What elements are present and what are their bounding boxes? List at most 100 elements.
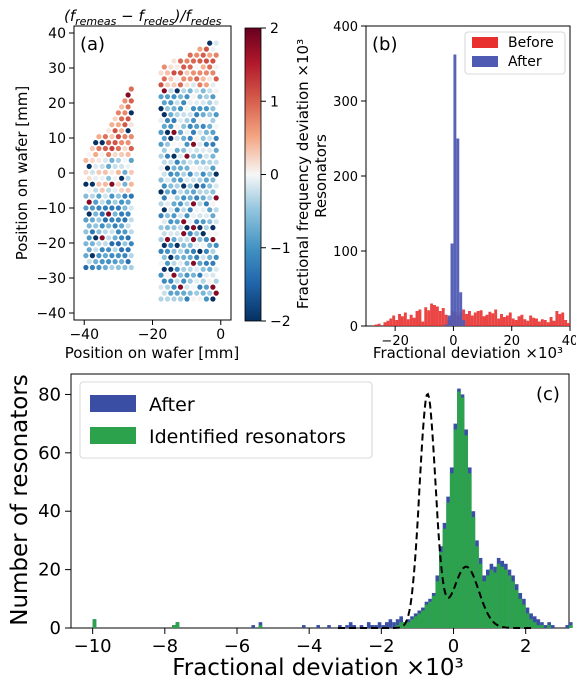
- after-bar: [384, 622, 389, 628]
- resonator-point: [158, 129, 164, 135]
- resonator-point: [164, 236, 171, 243]
- resonator-point: [115, 253, 121, 259]
- resonator-point: [194, 100, 200, 106]
- resonator-point: [119, 259, 125, 265]
- resonator-point: [93, 223, 99, 229]
- resonator-point: [187, 231, 193, 237]
- colorbar-tick-label: 2: [270, 21, 279, 37]
- resonator-point: [109, 157, 115, 163]
- identified-bar: [410, 619, 414, 628]
- resonator-point: [181, 147, 187, 153]
- before-bar: [409, 314, 413, 326]
- resonator-point: [158, 272, 164, 278]
- resonator-point: [197, 106, 203, 112]
- resonator-point: [106, 128, 112, 134]
- resonator-point: [210, 106, 216, 112]
- resonator-point: [164, 272, 171, 278]
- resonator-point: [109, 145, 115, 152]
- resonator-point: [190, 296, 197, 302]
- resonator-point: [171, 272, 177, 278]
- resonator-point: [184, 225, 190, 231]
- resonator-point: [125, 116, 131, 122]
- resonator-point: [210, 129, 216, 135]
- identified-bar: [413, 616, 418, 628]
- legend-before-swatch: [472, 37, 498, 48]
- resonator-point: [119, 104, 125, 110]
- resonator-point: [161, 171, 167, 177]
- resonator-point: [203, 213, 209, 219]
- resonator-point: [207, 64, 213, 70]
- resonator-point: [102, 217, 108, 223]
- resonator-point: [168, 278, 174, 284]
- resonator-point: [168, 100, 174, 106]
- resonator-point: [181, 135, 187, 141]
- resonator-point: [93, 247, 99, 253]
- resonator-point: [200, 171, 206, 177]
- identified-bar: [406, 622, 411, 628]
- resonator-point: [119, 247, 125, 253]
- before-bar: [511, 318, 515, 326]
- resonator-point: [184, 129, 190, 135]
- resonator-point: [177, 70, 184, 76]
- resonator-point: [207, 76, 213, 82]
- resonator-point: [203, 272, 209, 278]
- resonator-point: [99, 175, 105, 181]
- identified-bar: [442, 528, 447, 628]
- resonator-point: [200, 64, 206, 70]
- resonator-point: [187, 100, 193, 106]
- resonator-point: [83, 241, 89, 247]
- identified-bar: [529, 619, 533, 628]
- identified-bar: [395, 625, 400, 628]
- resonator-point: [200, 278, 206, 284]
- resonator-point: [161, 112, 167, 118]
- resonator-point: [96, 217, 102, 223]
- before-bar: [389, 318, 393, 326]
- resonator-point: [164, 153, 171, 159]
- resonator-point: [194, 64, 200, 70]
- resonator-point: [89, 241, 95, 247]
- resonator-point: [200, 231, 206, 237]
- resonator-point: [168, 64, 174, 70]
- resonator-point: [213, 40, 219, 46]
- resonator-point: [106, 235, 112, 241]
- resonator-point: [187, 88, 193, 94]
- resonator-point: [161, 219, 167, 225]
- resonator-point: [200, 195, 206, 201]
- b-x-tick-label: −20: [381, 334, 408, 349]
- identified-bar: [175, 622, 180, 628]
- resonator-point: [93, 175, 99, 181]
- panel-c-y-label: Number of resonators: [7, 374, 33, 626]
- resonator-point: [207, 242, 213, 248]
- resonator-point: [184, 177, 190, 183]
- resonator-point: [213, 135, 219, 141]
- resonator-point: [158, 70, 164, 76]
- resonator-point: [213, 207, 219, 213]
- resonator-point: [174, 112, 180, 118]
- resonator-point: [106, 223, 112, 229]
- resonator-point: [168, 207, 174, 213]
- resonator-point: [203, 236, 209, 243]
- resonator-point: [207, 195, 213, 201]
- panel-b-y-ticks: 0 100 200 300 400: [333, 20, 366, 335]
- resonator-point: [200, 123, 206, 129]
- resonator-point: [171, 260, 177, 266]
- resonator-point: [197, 213, 203, 219]
- a-y-tick-label: −20: [36, 236, 66, 252]
- resonator-point: [168, 123, 174, 129]
- resonator-point: [96, 229, 102, 235]
- before-bar: [552, 320, 556, 326]
- resonator-point: [200, 290, 206, 296]
- before-bar: [468, 311, 471, 326]
- resonator-point: [158, 225, 164, 231]
- resonator-point: [200, 112, 206, 118]
- resonator-point: [197, 284, 203, 290]
- resonator-point: [190, 70, 197, 76]
- resonator-point: [171, 153, 177, 159]
- panel-b-bars: [371, 54, 570, 326]
- resonator-point: [161, 266, 167, 272]
- resonator-point: [168, 231, 174, 237]
- legend-identified-label: Identified resonators: [149, 426, 346, 448]
- resonator-point: [210, 117, 216, 124]
- resonator-point: [112, 128, 118, 134]
- resonator-point: [109, 217, 115, 223]
